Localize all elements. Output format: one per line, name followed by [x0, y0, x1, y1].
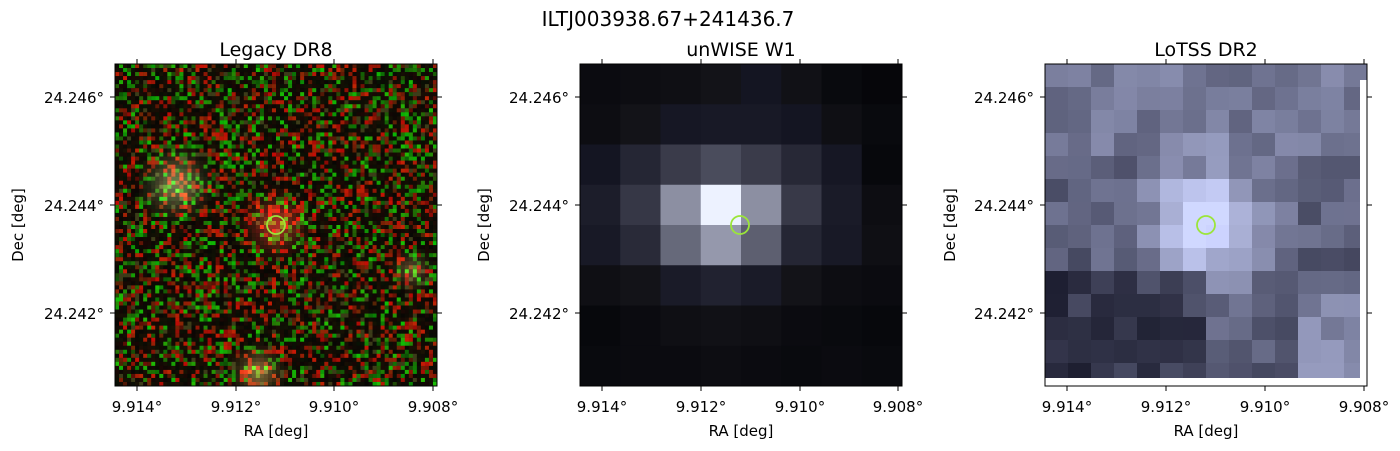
xtick-label: 9.908° [873, 398, 923, 416]
xtick-label: 9.914° [577, 398, 627, 416]
ytick-label: 24.242° [974, 305, 1034, 323]
axes-frame [114, 63, 438, 387]
x-axis-label: RA [deg] [244, 422, 309, 440]
xtick-label: 9.914° [112, 398, 162, 416]
source-marker [730, 215, 750, 235]
ytick-label: 24.242° [44, 305, 104, 323]
tick-marks [110, 59, 442, 391]
xtick-label: 9.912° [1141, 398, 1191, 416]
legacy-image [115, 64, 438, 387]
panel-title: Legacy DR8 [219, 39, 332, 61]
panel-title: unWISE W1 [686, 39, 795, 61]
ytick-label: 24.246° [974, 89, 1034, 107]
xtick-label: 9.908° [1339, 398, 1389, 416]
y-axis-label: Dec [deg] [475, 188, 493, 262]
axes-frame [1044, 63, 1368, 387]
figure-title: ILTJ003938.67+241436.7 [542, 7, 795, 31]
ytick-label: 24.246° [509, 89, 569, 107]
xtick-label: 9.910° [1240, 398, 1290, 416]
x-axis-label: RA [deg] [1174, 422, 1239, 440]
panel-unwise-w1: unWISE W1 9.914° 9.912° 9.910° 9.908° 24… [475, 39, 923, 440]
ytick-label: 24.244° [974, 197, 1034, 215]
ytick-label: 24.242° [509, 305, 569, 323]
tick-marks [575, 59, 907, 391]
panel-title: LoTSS DR2 [1154, 39, 1258, 61]
ytick-label: 24.244° [44, 197, 104, 215]
tick-marks [1040, 59, 1372, 391]
xtick-label: 9.912° [676, 398, 726, 416]
xtick-label: 9.912° [211, 398, 261, 416]
y-axis-label: Dec [deg] [9, 188, 27, 262]
panel-lotss-dr2: LoTSS DR2 9.914° 9.912° 9.910° 9.908° 24… [941, 39, 1389, 440]
ytick-label: 24.246° [44, 89, 104, 107]
xtick-label: 9.910° [775, 398, 825, 416]
source-marker [1196, 215, 1216, 235]
source-marker [266, 215, 286, 235]
y-axis-label: Dec [deg] [941, 188, 959, 262]
x-axis-label: RA [deg] [709, 422, 774, 440]
xtick-label: 9.910° [309, 398, 359, 416]
unwise-image [580, 64, 903, 387]
lotss-image [1045, 64, 1368, 387]
panel-legacy-dr8: Legacy DR8 9.914° 9.912° 9.910° 9.908° 2… [9, 39, 458, 440]
ytick-label: 24.244° [509, 197, 569, 215]
xtick-label: 9.908° [408, 398, 458, 416]
axes-frame [579, 63, 903, 387]
xtick-label: 9.914° [1042, 398, 1092, 416]
